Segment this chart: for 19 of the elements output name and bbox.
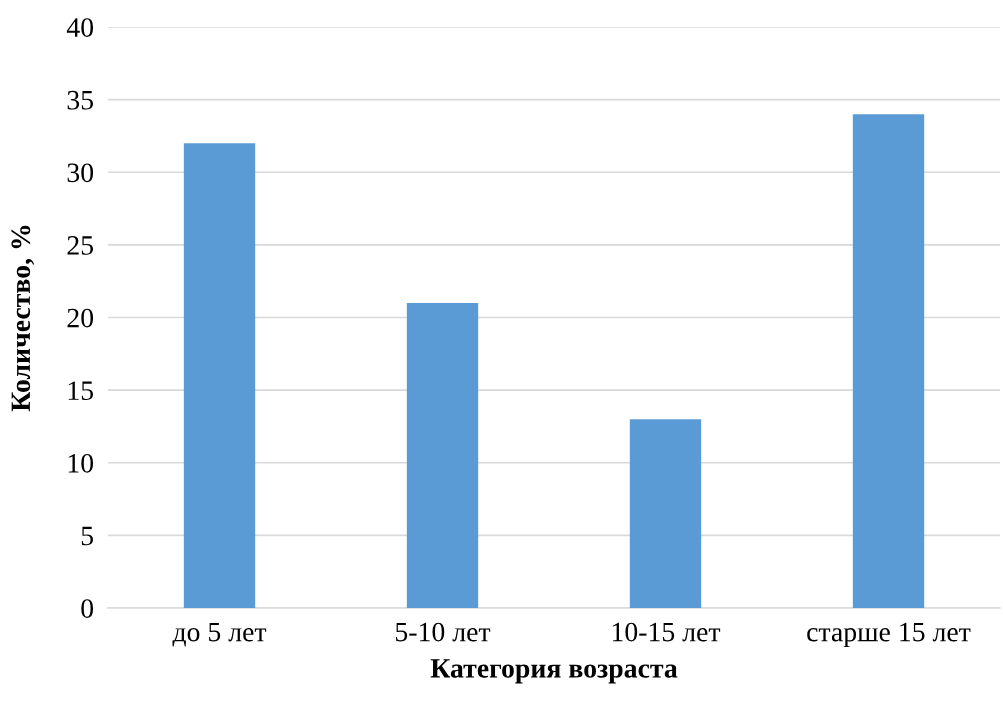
y-tick-label: 30 [67,163,94,183]
y-tick-label: 20 [67,308,94,328]
y-tick-label: 10 [68,453,94,473]
x-tick-label: 10-15 лет [612,622,721,642]
y-axis-title: Количество, % [11,225,35,412]
y-tick-label: 0 [81,599,94,618]
bar [629,419,702,608]
y-tick-label: 5 [81,526,94,546]
bar [183,143,256,608]
y-tick-label: 25 [67,236,94,255]
y-tick-label: 35 [67,90,94,110]
bar [852,114,925,608]
x-tick-label: 5-10 лет [396,622,491,642]
y-tick-label: 40 [66,18,94,37]
x-axis-title: Категория возраста [430,659,678,684]
x-tick-label: старше 15 лет [807,622,971,648]
x-tick-label: до 5 лет [172,622,267,647]
y-tick-label: 15 [68,381,94,401]
bar [406,302,479,608]
